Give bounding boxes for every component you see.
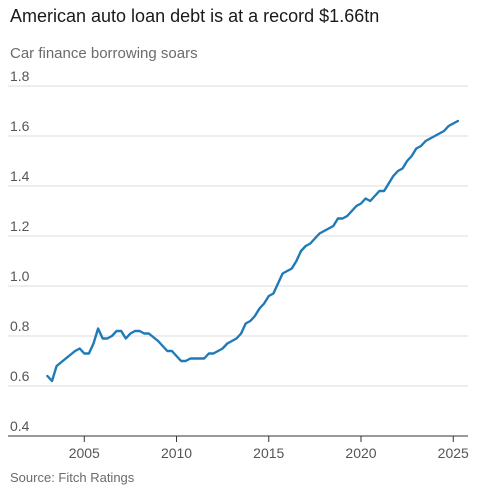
- series-line: [47, 121, 458, 381]
- y-tick-label: 0.4: [10, 418, 30, 434]
- y-tick-label: 1.6: [10, 118, 30, 134]
- y-tick-label: 1.0: [10, 268, 30, 284]
- grid-layer: [8, 86, 468, 386]
- x-tick-label: 2015: [253, 445, 284, 461]
- x-tick-label: 2010: [161, 445, 192, 461]
- source-note: Source: Fitch Ratings: [10, 470, 134, 485]
- series-layer: [47, 121, 458, 381]
- y-tick-label: 1.2: [10, 218, 30, 234]
- x-tick-label: 2025: [438, 445, 469, 461]
- x-tick-label: 2020: [345, 445, 376, 461]
- y-tick-label: 1.4: [10, 168, 30, 184]
- y-tick-label: 0.8: [10, 318, 30, 334]
- x-tick-labels: 2005 2010 2015 2020 2025: [69, 436, 469, 461]
- y-tick-labels: 0.4 0.6 0.8 1.0 1.2 1.4 1.6 1.8: [10, 68, 30, 434]
- x-tick-label: 2005: [69, 445, 100, 461]
- y-tick-label: 1.8: [10, 68, 30, 84]
- y-tick-label: 0.6: [10, 368, 30, 384]
